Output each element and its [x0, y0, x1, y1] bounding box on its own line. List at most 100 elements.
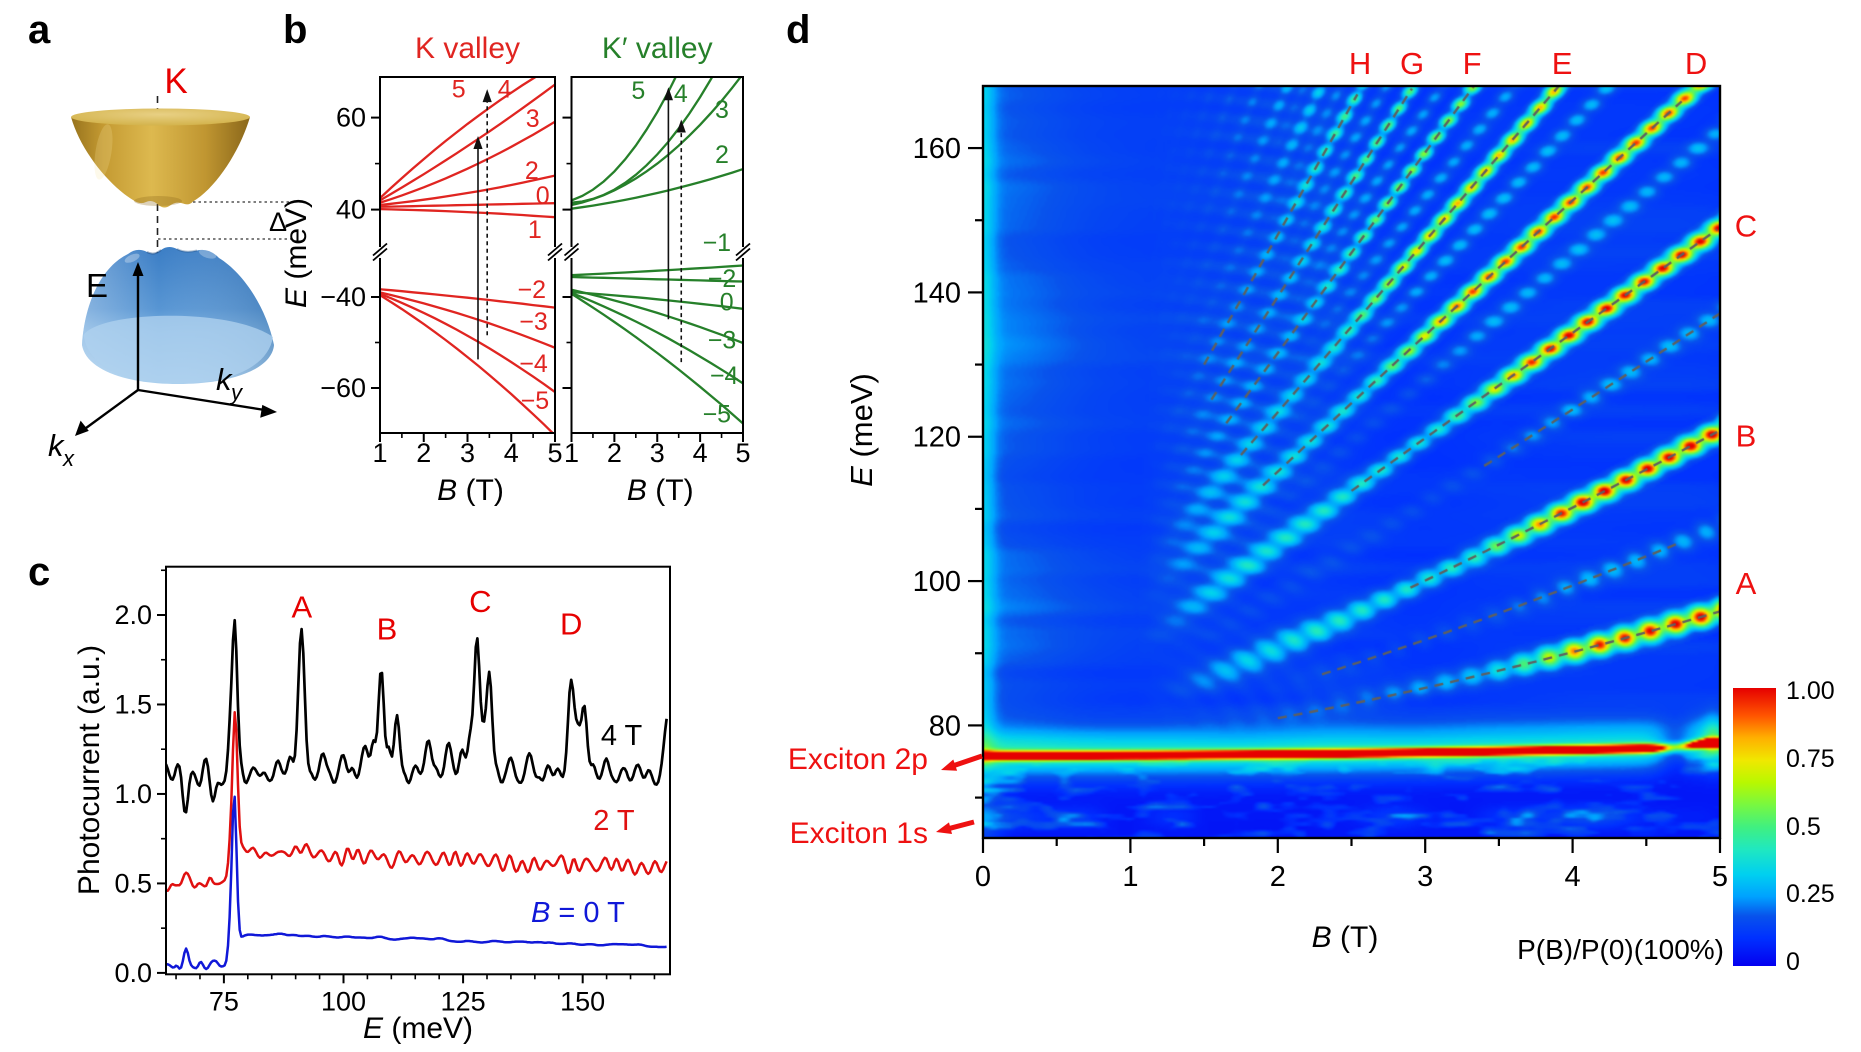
transition-label-A: A — [1736, 566, 1757, 601]
x-axis-label: B (T) — [437, 474, 504, 507]
x-tick-label: 2 — [1270, 861, 1286, 893]
transition-label-F: F — [1463, 46, 1482, 81]
peak-label-B: B — [377, 612, 398, 647]
level-label-−2: −2 — [708, 265, 737, 293]
x-tick-label: 5 — [1712, 861, 1728, 893]
legend-0T-rest: = 0 T — [550, 897, 625, 929]
transition-label-E: E — [1552, 46, 1573, 81]
landau-level-curve-n5 — [380, 77, 555, 199]
y-tick-label: 0.0 — [114, 958, 152, 988]
level-label-1: 1 — [528, 216, 542, 244]
y-tick-label: 1.0 — [114, 779, 152, 809]
dome-crease — [146, 249, 162, 255]
x-tick-label: 1 — [564, 438, 579, 468]
gap-delta-label: Δ — [269, 207, 287, 237]
landau-level-curve-n-5 — [380, 294, 555, 433]
level-label-−5: −5 — [703, 400, 732, 428]
axis-kx-sub: x — [62, 446, 75, 471]
x-tick-label: 3 — [460, 438, 475, 468]
y-tick-label: 80 — [929, 710, 961, 742]
level-label-4: 4 — [674, 80, 688, 108]
x-axis-label-var: B — [437, 474, 457, 507]
landau-level-curve-n5 — [571, 77, 743, 202]
axis-e-label: E — [86, 267, 108, 304]
level-label-−4: −4 — [519, 350, 548, 378]
curve-4T — [166, 618, 668, 814]
x-tick-label: 150 — [560, 986, 605, 1016]
x-axis-label-unit: (T) — [457, 474, 504, 507]
y-tick-label: −60 — [320, 373, 366, 403]
landau-level-curve-n0 — [380, 202, 555, 208]
colorbar-tick-1.00: 1.00 — [1786, 677, 1835, 705]
y-axis-label: E (meV) — [280, 198, 313, 308]
y-axis-label-unit: (meV) — [280, 198, 313, 288]
conduction-band-top-face — [71, 108, 250, 126]
transition-label-G: G — [1400, 46, 1424, 81]
landau-level-curve-n4 — [380, 83, 555, 202]
peak-label-A: A — [292, 590, 313, 625]
level-label-2: 2 — [715, 141, 729, 169]
level-label-−3: −3 — [708, 327, 737, 355]
x-axis-label-var: E — [363, 1012, 384, 1045]
valley-title: K valley — [415, 32, 520, 65]
landau-level-curve-n4 — [571, 77, 743, 204]
y-axis-label: E (meV) — [844, 373, 879, 487]
landau-level-curve-n-4 — [380, 292, 555, 394]
x-tick-label: 1 — [1122, 861, 1138, 893]
axis-ky-sub: y — [229, 380, 244, 405]
x-tick-label: 75 — [209, 986, 239, 1016]
x-tick-label: 1 — [372, 438, 387, 468]
level-label-−3: −3 — [519, 308, 548, 336]
y-tick-label: 160 — [913, 133, 961, 165]
level-curves — [380, 77, 555, 433]
level-label-5: 5 — [631, 77, 645, 105]
axis-break-slash — [735, 242, 751, 257]
axis-break-gap — [567, 247, 576, 258]
x-tick-label: 0 — [975, 861, 991, 893]
panel-letter-b: b — [283, 8, 308, 52]
legend-0T: B = 0 T — [531, 897, 625, 929]
axis-break-slash — [547, 247, 563, 262]
y-axis-label-var: E — [844, 466, 879, 487]
landau-level-curve-n-1 — [571, 264, 743, 277]
level-label-−2: −2 — [518, 276, 547, 304]
spectra-panel: 0.0 0.5 1.0 1.5 2.0 75 100 125 150 E (meV) Photocu… — [73, 565, 671, 1045]
valley-title: K′ valley — [602, 32, 713, 65]
y-tick-label: 2.0 — [114, 600, 152, 630]
axis-ky-arrowhead — [260, 404, 277, 418]
landau-level-curve-n3 — [380, 120, 555, 204]
curve-2T — [166, 711, 668, 893]
x-tick-label: 4 — [504, 438, 519, 468]
x-axis-label: B (T) — [1312, 921, 1379, 954]
level-label-0: 0 — [536, 182, 550, 210]
x-axis-label-unit: (meV) — [383, 1012, 473, 1045]
colorbar-tick-0.25: 0.25 — [1786, 880, 1835, 909]
y-axis-label: Photocurrent (a.u.) — [73, 645, 106, 895]
level-label-0: 0 — [720, 288, 734, 316]
heatmap-frame-group: 0 1 2 3 4 5 80 100 120 140 160 B (T) E (meV) H G F E D C B A… — [788, 46, 1757, 965]
y-axis-label-unit: (meV) — [844, 373, 879, 466]
cone-tip-shading — [134, 196, 182, 206]
transition-arrow-dashed-head — [482, 89, 492, 103]
y-axis-label-var: E — [280, 287, 313, 308]
exciton-label-1s: Exciton 1s — [790, 817, 928, 850]
axis-break-slash — [735, 247, 751, 262]
y-tick-label: 40 — [336, 195, 366, 225]
x-tick-label: 100 — [321, 986, 366, 1016]
axis-break-slash — [563, 242, 580, 257]
k-valley-point-label: K — [164, 62, 187, 101]
dome-glint-right — [198, 249, 217, 259]
cone-highlight — [94, 124, 113, 180]
colorbar-axis-label: P(B)/P(0)(100%) — [1517, 934, 1724, 965]
x-axis-label-var: B — [627, 474, 647, 507]
y-tick-label: 100 — [913, 566, 961, 598]
dome-glint-left — [124, 253, 140, 263]
level-curves — [571, 77, 743, 425]
colorbar — [1733, 688, 1776, 966]
landau-level-curve-n-3 — [571, 288, 743, 345]
curve-0T — [166, 795, 667, 971]
x-tick-label: 4 — [693, 438, 708, 468]
transition-label-C: C — [1735, 209, 1757, 244]
colorbar-tick-0: 0 — [1786, 948, 1800, 976]
